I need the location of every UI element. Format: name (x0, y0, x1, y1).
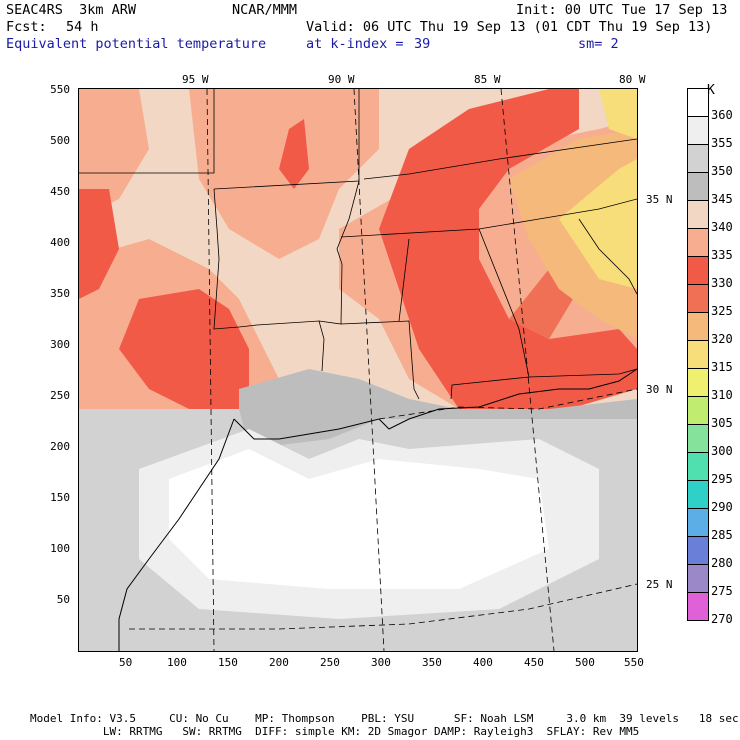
colorbar-label: 295 (711, 472, 733, 486)
level-label: at k-index = (306, 36, 404, 52)
lon-label-95w: 95 W (182, 73, 209, 86)
colorbar-label: 285 (711, 528, 733, 542)
colorbar-label: 275 (711, 584, 733, 598)
colorbar-label: 320 (711, 332, 733, 346)
x-tick: 400 (473, 656, 493, 669)
valid-time: Valid: 06 UTC Thu 19 Sep 13 (01 CDT Thu … (306, 19, 713, 35)
colorbar-swatch (687, 396, 709, 425)
colorbar-swatch (687, 480, 709, 509)
colorbar-label: 360 (711, 108, 733, 122)
x-tick: 100 (167, 656, 187, 669)
model-info-line1: Model Info: V3.5 CU: No Cu MP: Thompson … (30, 712, 739, 725)
x-tick: 250 (320, 656, 340, 669)
colorbar-label: 300 (711, 444, 733, 458)
colorbar-label: 280 (711, 556, 733, 570)
y-tick: 300 (50, 338, 70, 351)
y-tick: 250 (50, 389, 70, 402)
colorbar-label: 305 (711, 416, 733, 430)
colorbar-swatch (687, 116, 709, 145)
org-label: NCAR/MMM (232, 2, 298, 18)
y-tick: 350 (50, 287, 70, 300)
colorbar-swatch (687, 536, 709, 565)
colorbar-swatch (687, 200, 709, 229)
colorbar-swatch (687, 340, 709, 369)
x-tick: 350 (422, 656, 442, 669)
forecast-hours: 54 h (66, 19, 99, 35)
map-panel[interactable] (78, 88, 638, 652)
theta-e-field-map (79, 89, 637, 651)
colorbar-unit: K (707, 83, 715, 98)
colorbar-label: 310 (711, 388, 733, 402)
colorbar-label: 315 (711, 360, 733, 374)
colorbar-swatch (687, 592, 709, 621)
model-info-line2: LW: RRTMG SW: RRTMG DIFF: simple KM: 2D … (30, 725, 640, 738)
x-tick: 150 (218, 656, 238, 669)
x-tick: 450 (524, 656, 544, 669)
colorbar-label: 290 (711, 500, 733, 514)
y-tick: 450 (50, 185, 70, 198)
x-tick: 500 (575, 656, 595, 669)
y-tick: 100 (50, 542, 70, 555)
field-name: Equivalent potential temperature (6, 36, 267, 52)
colorbar-swatch (687, 228, 709, 257)
y-tick: 550 (50, 83, 70, 96)
forecast-label: Fcst: (6, 19, 47, 35)
y-tick: 200 (50, 440, 70, 453)
lon-label-90w: 90 W (328, 73, 355, 86)
lat-label-25n: 25 N (646, 578, 673, 591)
level-value: 39 (414, 36, 431, 52)
init-time: Init: 00 UTC Tue 17 Sep 13 (516, 2, 728, 18)
y-tick: 150 (50, 491, 70, 504)
colorbar-swatch (687, 88, 709, 117)
y-tick: 400 (50, 236, 70, 249)
lat-label-35n: 35 N (646, 193, 673, 206)
colorbar-label: 335 (711, 248, 733, 262)
colorbar-swatch (687, 284, 709, 313)
lon-label-80w: 80 W (619, 73, 646, 86)
smoothing-label: sm= 2 (578, 36, 619, 52)
colorbar-swatch (687, 452, 709, 481)
x-tick: 550 (624, 656, 644, 669)
colorbar-swatch (687, 564, 709, 593)
colorbar-label: 355 (711, 136, 733, 150)
colorbar-swatch (687, 424, 709, 453)
colorbar-swatch (687, 508, 709, 537)
colorbar-label: 330 (711, 276, 733, 290)
colorbar-swatch (687, 312, 709, 341)
colorbar-label: 325 (711, 304, 733, 318)
x-tick: 300 (371, 656, 391, 669)
colorbar-label: 270 (711, 612, 733, 626)
model-title: SEAC4RS 3km ARW (6, 2, 137, 18)
x-tick: 200 (269, 656, 289, 669)
colorbar-swatch (687, 256, 709, 285)
y-tick: 500 (50, 134, 70, 147)
colorbar-label: 345 (711, 192, 733, 206)
lat-label-30n: 30 N (646, 383, 673, 396)
y-tick: 50 (56, 593, 70, 606)
colorbar-label: 340 (711, 220, 733, 234)
colorbar-label: 350 (711, 164, 733, 178)
lon-label-85w: 85 W (474, 73, 501, 86)
colorbar-swatch (687, 172, 709, 201)
colorbar-swatch (687, 368, 709, 397)
x-tick: 50 (119, 656, 133, 669)
colorbar-swatch (687, 144, 709, 173)
